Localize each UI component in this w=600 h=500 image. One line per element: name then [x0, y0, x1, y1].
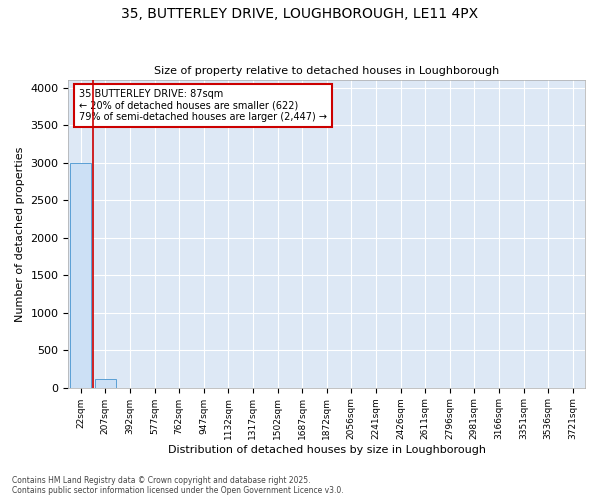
- Text: 35, BUTTERLEY DRIVE, LOUGHBOROUGH, LE11 4PX: 35, BUTTERLEY DRIVE, LOUGHBOROUGH, LE11 …: [121, 8, 479, 22]
- Text: 35 BUTTERLEY DRIVE: 87sqm
← 20% of detached houses are smaller (622)
79% of semi: 35 BUTTERLEY DRIVE: 87sqm ← 20% of detac…: [79, 90, 327, 122]
- Bar: [95, 379, 116, 388]
- Y-axis label: Number of detached properties: Number of detached properties: [15, 146, 25, 322]
- X-axis label: Distribution of detached houses by size in Loughborough: Distribution of detached houses by size …: [168, 445, 486, 455]
- Bar: [70, 162, 91, 388]
- Title: Size of property relative to detached houses in Loughborough: Size of property relative to detached ho…: [154, 66, 499, 76]
- Text: Contains HM Land Registry data © Crown copyright and database right 2025.
Contai: Contains HM Land Registry data © Crown c…: [12, 476, 344, 495]
